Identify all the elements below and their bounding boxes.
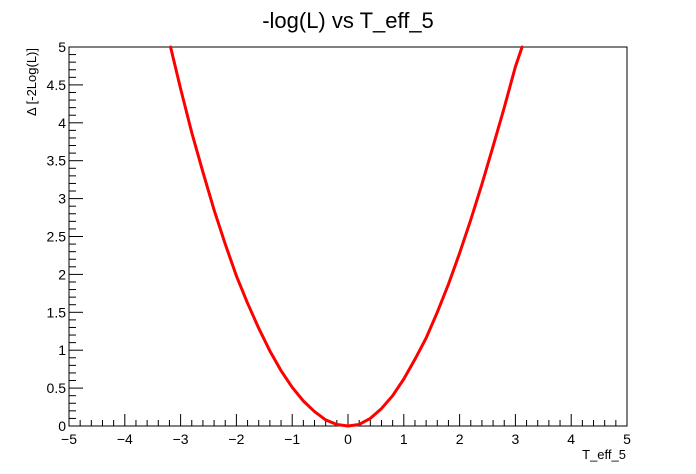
tick-labels: −5 −4 −3 −2 −1 0 1 2 3 4 5 0 0.5 1 1.5 2 2.5 3 3.5 4 4.5 5 <box>47 39 632 447</box>
y-tick-label: 2.5 <box>47 229 67 245</box>
likelihood-curve <box>169 45 524 428</box>
y-tick-label: 4.5 <box>47 77 67 93</box>
x-tick-label: 3 <box>512 431 520 447</box>
x-tick-label: −4 <box>117 431 133 447</box>
x-tick-label: −3 <box>173 431 189 447</box>
chart-title: -log(L) vs T_eff_5 <box>262 8 434 33</box>
x-tick-label: −5 <box>61 431 77 447</box>
y-tick-label: 0.5 <box>47 380 67 396</box>
y-tick-label: 4 <box>58 115 66 131</box>
x-tick-label: 5 <box>623 431 631 447</box>
x-tick-label: 0 <box>344 431 352 447</box>
x-axis-title: T_eff_5 <box>582 447 626 462</box>
y-tick-label: 5 <box>58 39 66 55</box>
y-tick-label: 3 <box>58 191 66 207</box>
y-tick-label: 3.5 <box>47 153 67 169</box>
x-tick-label: −2 <box>228 431 244 447</box>
y-tick-label: 0 <box>58 418 66 434</box>
x-tick-label: 4 <box>567 431 575 447</box>
ticks <box>68 46 628 427</box>
x-tick-label: 1 <box>400 431 408 447</box>
y-axis-title: Δ [-2Log(L)] <box>24 48 39 116</box>
x-tick-label: −1 <box>284 431 300 447</box>
x-tick-label: 2 <box>456 431 464 447</box>
y-tick-label: 2 <box>58 266 66 282</box>
data-series <box>169 45 524 428</box>
y-tick-label: 1 <box>58 342 66 358</box>
y-tick-label: 1.5 <box>47 304 67 320</box>
